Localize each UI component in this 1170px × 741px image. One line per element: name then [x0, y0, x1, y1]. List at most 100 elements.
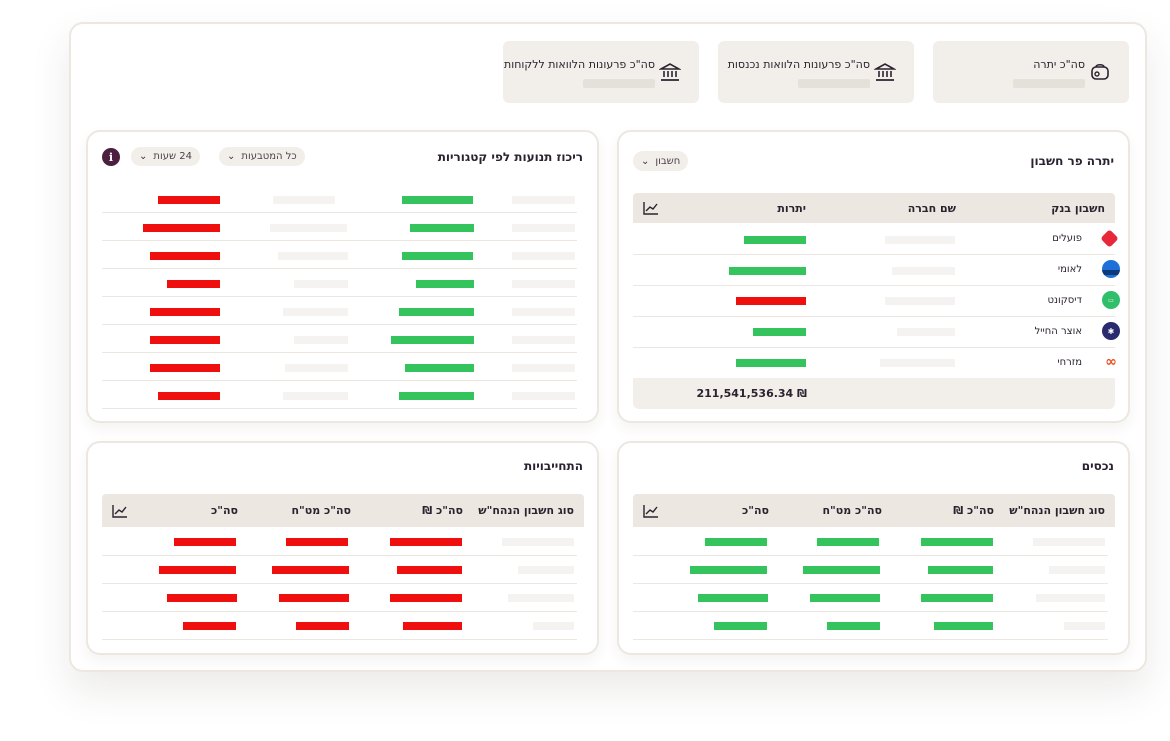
chart-icon[interactable]	[643, 504, 659, 518]
type-placeholder	[1049, 566, 1105, 574]
header-total: סה"כ	[742, 504, 769, 517]
table-header: סוג חשבון הנהח"ש סה"כ ₪ סה"כ מט"ח סה"כ	[633, 494, 1115, 527]
expense-bar	[158, 392, 220, 400]
categories-panel: ריכוז תנועות לפי קטגוריות כל המטבעות ⌄ 2…	[86, 130, 599, 423]
filter-label: כל המטבעות	[241, 151, 297, 162]
header-account-type: סוג חשבון הנהח"ש	[1009, 504, 1105, 517]
income-bar	[405, 364, 474, 372]
balance-bar	[736, 297, 806, 305]
row-divider	[633, 347, 1115, 348]
total-bar	[690, 566, 767, 574]
label-placeholder	[512, 252, 575, 260]
table-header: חשבון בנק שם חברה יתרות	[633, 193, 1115, 223]
row-divider	[633, 316, 1115, 317]
balance-bar	[736, 359, 806, 367]
row-divider	[102, 212, 577, 213]
label-placeholder	[512, 224, 575, 232]
time-filter-dropdown[interactable]: 24 שעות ⌄	[131, 147, 200, 166]
label-placeholder	[512, 280, 575, 288]
total-ils-bar	[921, 538, 993, 546]
account-filter-dropdown[interactable]: חשבון ⌄	[633, 151, 689, 171]
total-ils-bar	[390, 594, 462, 602]
row-divider	[633, 639, 1108, 640]
liabilities-panel: התחייבויות סוג חשבון הנהח"ש סה"כ ₪ סה"כ …	[86, 441, 599, 655]
value-placeholder	[278, 252, 348, 260]
summary-card-total-balance[interactable]: סה"כ יתרה	[933, 41, 1129, 103]
total-fx-bar	[817, 538, 879, 546]
total-ils-bar	[921, 594, 993, 602]
balance-bar	[729, 267, 806, 275]
bank-icon	[874, 63, 896, 81]
panel-title: התחייבויות	[523, 459, 583, 473]
row-divider	[102, 352, 577, 353]
assets-panel: נכסים סוג חשבון הנהח"ש סה"כ ₪ סה"כ מט"ח …	[617, 441, 1130, 655]
header-account-type: סוג חשבון הנהח"ש	[478, 504, 574, 517]
total-bar	[167, 594, 237, 602]
total-fx-bar	[296, 622, 349, 630]
summary-value-placeholder	[1013, 79, 1085, 88]
expense-bar	[150, 252, 220, 260]
total-fx-bar	[810, 594, 880, 602]
header-total-fx: סה"כ מט"ח	[291, 504, 351, 517]
summary-card-customer-loans[interactable]: סה"כ פרעונות הלוואות ללקוחות	[503, 41, 699, 103]
income-bar	[399, 308, 474, 316]
income-bar	[402, 252, 473, 260]
income-bar	[402, 196, 473, 204]
expense-bar	[150, 364, 220, 372]
summary-card-incoming-loans[interactable]: סה"כ פרעונות הלוואות נכנסות	[718, 41, 914, 103]
income-bar	[391, 336, 474, 344]
row-divider	[102, 408, 577, 409]
row-divider	[102, 296, 577, 297]
chevron-down-icon: ⌄	[227, 151, 236, 162]
header-total: סה"כ	[211, 504, 238, 517]
label-placeholder	[512, 336, 575, 344]
expense-bar	[158, 196, 220, 204]
income-bar	[410, 224, 474, 232]
row-divider	[633, 611, 1108, 612]
filter-label: 24 שעות	[153, 151, 192, 162]
total-fx-bar	[286, 538, 348, 546]
total-ils-bar	[403, 622, 462, 630]
label-placeholder	[512, 196, 575, 204]
row-divider	[633, 254, 1115, 255]
label-placeholder	[512, 308, 575, 316]
info-icon[interactable]: i	[102, 148, 120, 166]
company-placeholder	[885, 297, 955, 305]
bank-name: לאומי	[1057, 264, 1082, 275]
row-divider	[102, 639, 577, 640]
row-divider	[102, 240, 577, 241]
total-bar	[698, 594, 768, 602]
total-bar	[714, 622, 767, 630]
summary-value-placeholder	[583, 79, 655, 88]
header-company: שם חברה	[907, 202, 956, 215]
company-placeholder	[885, 236, 955, 244]
row-divider	[102, 268, 577, 269]
bank-name: דיסקונט	[1047, 295, 1083, 306]
expense-bar	[150, 336, 220, 344]
chart-icon[interactable]	[112, 504, 128, 518]
total-ils-bar	[397, 566, 462, 574]
currency-filter-dropdown[interactable]: כל המטבעות ⌄	[219, 147, 305, 166]
otsar-logo: ✱	[1102, 322, 1120, 340]
header-total-ils: סה"כ ₪	[422, 504, 463, 517]
panel-title: נכסים	[1081, 459, 1114, 473]
total-fx-bar	[827, 622, 880, 630]
total-bar	[183, 622, 236, 630]
row-divider	[633, 583, 1108, 584]
total-fx-bar	[803, 566, 880, 574]
row-divider	[102, 380, 577, 381]
type-placeholder	[533, 622, 574, 630]
table-header: סוג חשבון הנהח"ש סה"כ ₪ סה"כ מט"ח סה"כ	[102, 494, 584, 527]
total-bar	[174, 538, 236, 546]
total-balance: 211,541,536.34 ₪	[696, 387, 807, 400]
total-fx-bar	[272, 566, 349, 574]
value-placeholder	[283, 308, 348, 316]
chevron-down-icon: ⌄	[641, 155, 650, 167]
total-row: 211,541,536.34 ₪	[633, 378, 1115, 409]
summary-label: סה"כ פרעונות הלוואות ללקוחות	[503, 58, 655, 71]
value-placeholder	[270, 224, 347, 232]
row-divider	[102, 555, 577, 556]
chart-icon[interactable]	[643, 201, 659, 215]
balance-bar	[753, 328, 806, 336]
type-placeholder	[1036, 594, 1105, 602]
